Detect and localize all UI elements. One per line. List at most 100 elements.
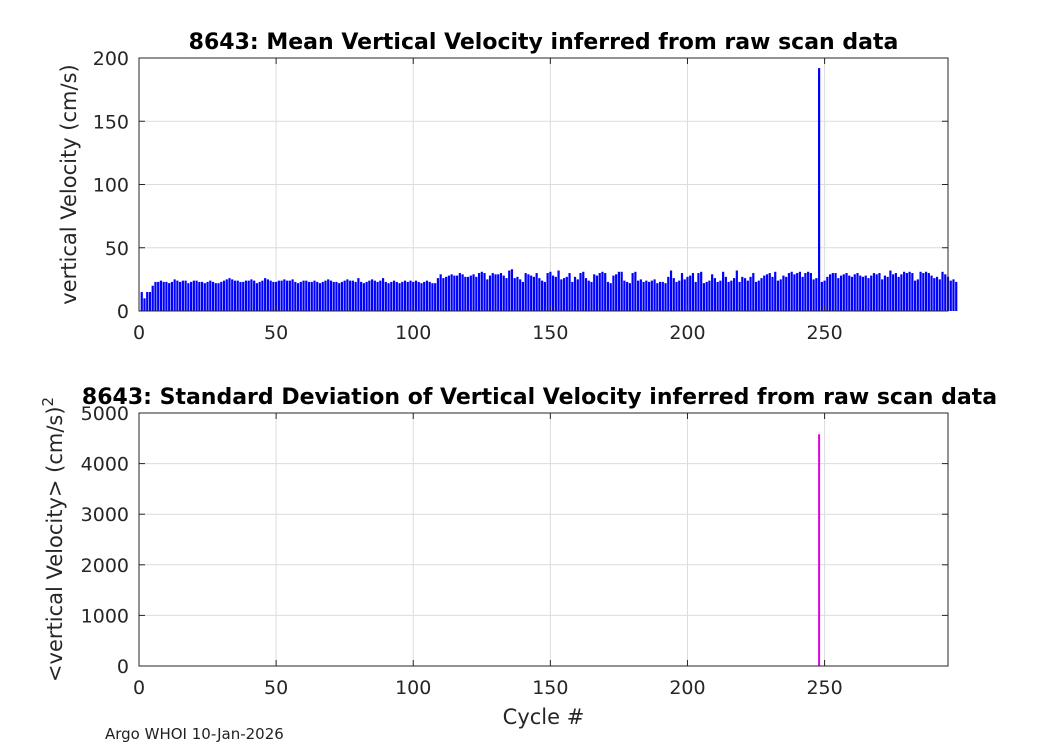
bar bbox=[823, 280, 826, 311]
bar bbox=[859, 275, 862, 311]
bar bbox=[924, 271, 928, 311]
bar bbox=[217, 283, 220, 311]
bar bbox=[434, 283, 437, 311]
bar bbox=[768, 273, 771, 311]
bar bbox=[919, 271, 922, 311]
bar bbox=[472, 274, 475, 311]
bar bbox=[255, 283, 259, 311]
bar bbox=[327, 279, 330, 311]
y-tick-label: 4000 bbox=[81, 454, 129, 476]
bar bbox=[269, 280, 272, 311]
bar bbox=[436, 278, 440, 311]
bar bbox=[935, 276, 939, 311]
bar bbox=[807, 271, 810, 311]
bar bbox=[285, 280, 289, 311]
bar bbox=[612, 275, 615, 311]
bar bbox=[620, 271, 623, 311]
bar bbox=[458, 273, 461, 311]
bar bbox=[233, 280, 237, 311]
bar bbox=[892, 274, 895, 311]
bar bbox=[952, 279, 955, 311]
bar bbox=[771, 276, 774, 311]
bar bbox=[582, 271, 585, 311]
axes-box bbox=[138, 412, 949, 667]
bar bbox=[900, 274, 903, 311]
bar bbox=[390, 281, 393, 311]
bar bbox=[933, 278, 936, 311]
bar bbox=[425, 280, 429, 311]
bar bbox=[209, 280, 212, 311]
bar bbox=[423, 281, 426, 311]
bar bbox=[368, 280, 371, 311]
bar bbox=[818, 68, 821, 312]
bar bbox=[930, 275, 933, 311]
bar bbox=[497, 274, 500, 311]
bar bbox=[170, 281, 174, 311]
x-tick-label: 100 bbox=[395, 322, 431, 344]
bar bbox=[151, 285, 154, 311]
bar bbox=[883, 275, 887, 311]
bar bbox=[949, 280, 952, 311]
bar bbox=[922, 273, 925, 311]
bar bbox=[711, 274, 714, 311]
bar bbox=[192, 280, 195, 311]
bar bbox=[173, 279, 176, 311]
bar bbox=[554, 276, 557, 311]
bar bbox=[266, 279, 269, 311]
bar bbox=[488, 275, 492, 311]
bar bbox=[318, 283, 322, 311]
bar bbox=[371, 279, 374, 311]
bar bbox=[593, 274, 596, 311]
bar bbox=[955, 281, 958, 311]
y-tick-label: 50 bbox=[105, 238, 129, 260]
bar bbox=[510, 269, 514, 311]
bar bbox=[913, 280, 917, 311]
bar bbox=[571, 281, 574, 311]
bar bbox=[801, 276, 804, 311]
bar bbox=[521, 281, 525, 311]
bar bbox=[834, 273, 837, 311]
bar bbox=[842, 274, 845, 311]
bar bbox=[669, 270, 673, 311]
bar bbox=[272, 281, 275, 311]
bar bbox=[839, 275, 843, 311]
bar bbox=[456, 275, 459, 311]
bar bbox=[313, 280, 316, 311]
bar bbox=[332, 281, 335, 311]
bar bbox=[310, 281, 313, 311]
bar bbox=[491, 273, 494, 311]
bar bbox=[414, 280, 418, 311]
x-tick-label: 250 bbox=[806, 322, 842, 344]
bar bbox=[927, 273, 930, 311]
bar bbox=[447, 275, 450, 311]
bar bbox=[239, 281, 242, 311]
bar bbox=[639, 279, 642, 311]
bar bbox=[305, 280, 308, 311]
y-axis-label: <vertical Velocity> (cm/s)2 bbox=[39, 397, 67, 682]
bar bbox=[516, 276, 519, 311]
bar bbox=[165, 281, 168, 311]
bar bbox=[154, 281, 157, 311]
bar bbox=[938, 279, 941, 311]
bar bbox=[316, 281, 319, 311]
bar bbox=[650, 280, 653, 311]
bar bbox=[373, 280, 376, 311]
bar bbox=[505, 278, 508, 311]
bar bbox=[678, 280, 681, 311]
bar bbox=[941, 271, 944, 311]
bar bbox=[686, 276, 689, 311]
bar bbox=[741, 276, 744, 311]
bar bbox=[198, 281, 201, 311]
bar bbox=[590, 281, 593, 311]
bar bbox=[148, 292, 152, 311]
bar bbox=[850, 276, 854, 311]
bar bbox=[672, 278, 675, 311]
bar bbox=[812, 279, 815, 311]
bar bbox=[349, 280, 352, 311]
y-tick-label: 3000 bbox=[81, 504, 129, 526]
bar bbox=[442, 278, 445, 311]
bar bbox=[870, 275, 873, 311]
bar bbox=[694, 281, 697, 311]
chart-title: 8643: Mean Vertical Velocity inferred fr… bbox=[189, 30, 899, 55]
y-tick-label: 0 bbox=[117, 656, 129, 678]
